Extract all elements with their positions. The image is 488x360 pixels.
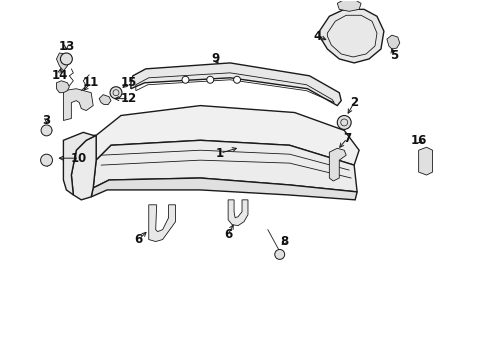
Polygon shape: [328, 148, 346, 181]
Text: 2: 2: [349, 96, 358, 109]
Text: 7: 7: [343, 132, 350, 145]
Text: 14: 14: [51, 69, 67, 82]
Circle shape: [41, 125, 52, 136]
Text: 8: 8: [280, 235, 288, 248]
Polygon shape: [319, 9, 383, 63]
Text: 10: 10: [71, 152, 87, 165]
Text: 1: 1: [216, 147, 224, 160]
Text: 5: 5: [389, 49, 397, 63]
Circle shape: [182, 76, 188, 83]
Polygon shape: [131, 63, 341, 105]
Text: 11: 11: [83, 76, 99, 89]
Polygon shape: [386, 35, 399, 49]
Polygon shape: [418, 147, 432, 175]
Circle shape: [61, 53, 72, 65]
Polygon shape: [63, 132, 96, 195]
Text: 6: 6: [134, 233, 142, 246]
Circle shape: [274, 249, 284, 260]
Circle shape: [41, 154, 52, 166]
Text: 3: 3: [42, 114, 50, 127]
Polygon shape: [228, 200, 247, 226]
Polygon shape: [99, 95, 111, 105]
Circle shape: [206, 76, 213, 83]
Polygon shape: [337, 0, 360, 11]
Circle shape: [233, 76, 240, 83]
Polygon shape: [56, 53, 69, 71]
Text: 16: 16: [409, 134, 426, 147]
Circle shape: [110, 87, 122, 99]
Polygon shape: [91, 178, 356, 200]
Text: 9: 9: [211, 53, 219, 66]
Text: 13: 13: [58, 40, 74, 53]
Polygon shape: [56, 81, 69, 93]
Text: 6: 6: [224, 228, 232, 241]
Text: 15: 15: [121, 76, 137, 89]
Polygon shape: [96, 105, 358, 165]
Circle shape: [337, 116, 350, 129]
Polygon shape: [93, 140, 356, 192]
Polygon shape: [148, 205, 175, 242]
Text: 4: 4: [313, 30, 321, 42]
Polygon shape: [63, 89, 93, 121]
Polygon shape: [71, 135, 96, 200]
Text: 12: 12: [121, 92, 137, 105]
